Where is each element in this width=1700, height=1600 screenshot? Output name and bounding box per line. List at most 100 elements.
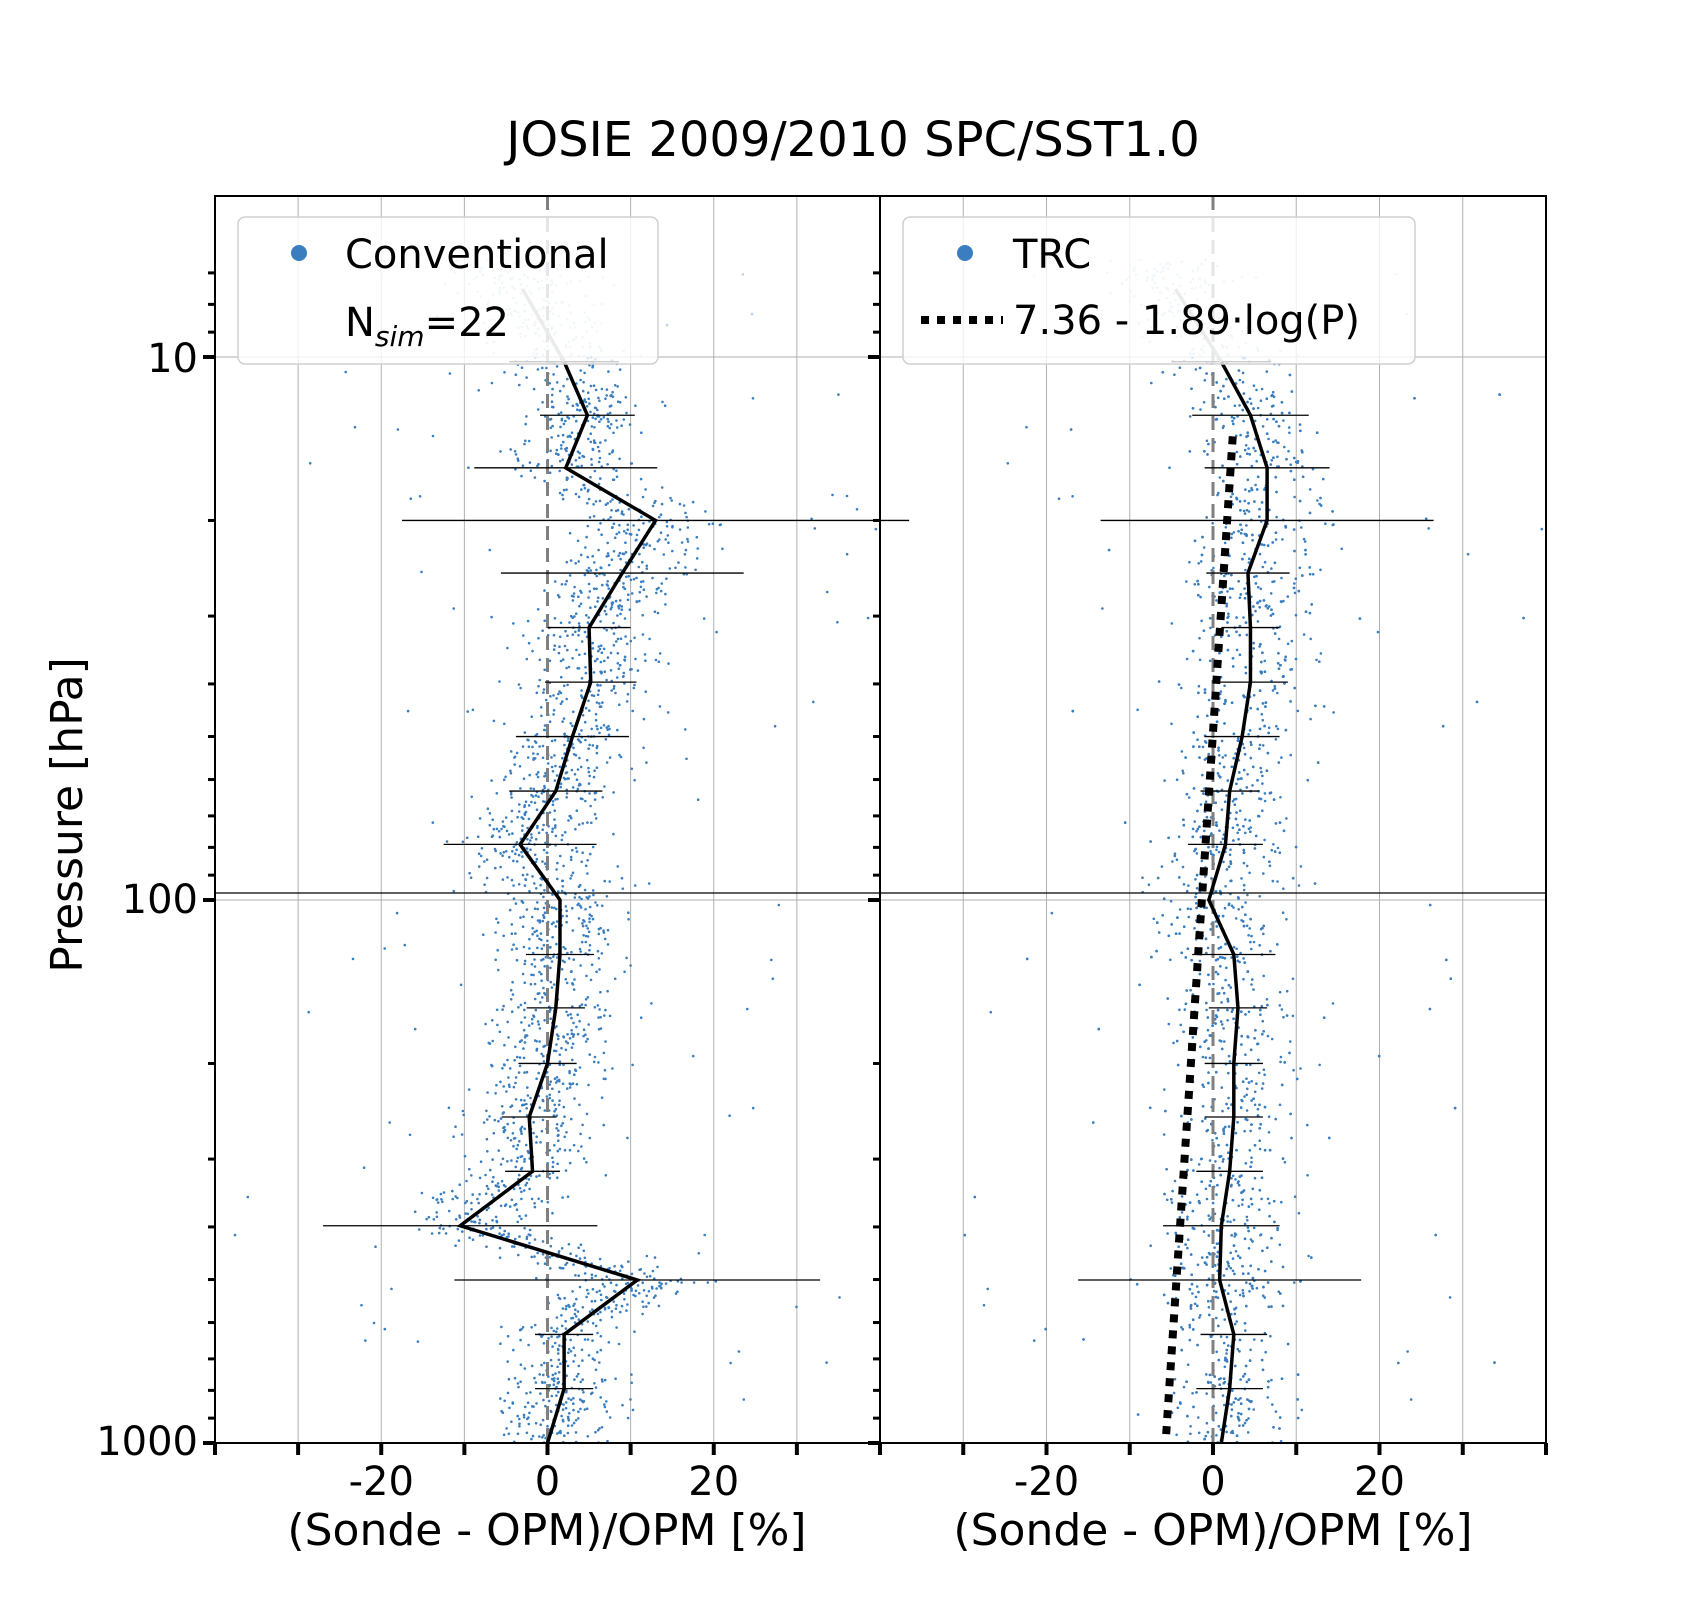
left-scatter-point <box>574 1308 577 1311</box>
left-scatter-point <box>577 1372 580 1376</box>
right-scatter-point <box>1222 1128 1225 1131</box>
right-scatter-point <box>1241 905 1244 909</box>
left-scatter-point <box>513 1237 517 1241</box>
left-scatter-point <box>825 590 829 594</box>
right-scatter-point <box>1288 373 1292 377</box>
right-scatter-point <box>1269 412 1273 416</box>
left-scatter-point <box>582 380 585 384</box>
left-scatter-point <box>593 426 596 429</box>
left-scatter-point <box>595 587 598 591</box>
left-scatter-point <box>541 860 544 863</box>
right-scatter-point <box>1299 429 1302 433</box>
left-scatter-point <box>589 606 592 609</box>
left-scatter-point <box>566 395 569 398</box>
left-scatter-point <box>500 1179 504 1183</box>
right-scatter-point <box>1252 1097 1255 1100</box>
right-scatter-point <box>1266 607 1270 610</box>
left-scatter-point <box>579 1407 582 1411</box>
right-scatter-point <box>1225 794 1228 797</box>
left-scatter-point <box>813 527 817 530</box>
left-scatter-point <box>564 1169 568 1172</box>
left-scatter-point <box>599 1396 602 1399</box>
left-scatter-point <box>659 589 663 593</box>
right-scatter-point <box>1278 1004 1282 1007</box>
right-scatter-point <box>1205 906 1208 910</box>
right-scatter-point <box>1221 1160 1225 1163</box>
left-scatter-point <box>501 1008 504 1011</box>
left-scatter-point <box>556 593 560 597</box>
right-scatter-point <box>1204 875 1207 878</box>
left-scatter-point <box>594 500 598 503</box>
right-scatter-point <box>1262 1030 1265 1033</box>
right-scatter-point <box>1186 947 1190 950</box>
left-scatter-point <box>636 669 640 672</box>
right-scatter-point <box>1256 779 1259 782</box>
right-scatter-point <box>1198 972 1202 976</box>
left-scatter-point <box>606 580 609 583</box>
right-scatter-point <box>1237 908 1240 911</box>
left-scatter-point <box>626 493 629 497</box>
right-scatter-point <box>1285 918 1288 921</box>
left-scatter-point <box>555 697 558 700</box>
left-scatter-point <box>581 822 585 825</box>
left-scatter-point <box>577 629 581 632</box>
left-scatter-point <box>529 848 532 851</box>
right-scatter-point <box>1241 1289 1245 1292</box>
right-scatter-point <box>1185 989 1188 992</box>
right-scatter-point <box>1218 1166 1221 1170</box>
right-scatter-point <box>1540 527 1544 531</box>
left-scatter-point <box>599 566 602 569</box>
right-scatter-point <box>1240 1203 1244 1206</box>
right-scatter-point <box>1246 434 1250 438</box>
right-scatter-point <box>1166 997 1169 1000</box>
right-scatter-point <box>1207 1214 1210 1217</box>
left-scatter-point <box>552 983 556 986</box>
left-scatter-point <box>609 423 613 426</box>
right-scatter-point <box>1227 1151 1230 1154</box>
left-scatter-point <box>470 1220 473 1223</box>
left-scatter-point <box>526 1401 530 1404</box>
left-scatter-point <box>536 919 540 922</box>
left-scatter-point <box>527 1416 530 1419</box>
right-scatter-point <box>1224 698 1227 702</box>
right-scatter-point <box>1173 1179 1177 1183</box>
left-scatter-point <box>522 1189 526 1192</box>
left-scatter-point <box>575 850 579 853</box>
right-scatter-point <box>1283 1061 1286 1064</box>
right-scatter-point <box>1274 738 1278 741</box>
left-scatter-point <box>586 859 589 862</box>
right-scatter-point <box>1182 771 1185 775</box>
right-scatter-point <box>1242 825 1245 828</box>
right-scatter-point <box>1239 951 1242 955</box>
left-scatter-point <box>536 934 539 938</box>
left-scatter-point <box>538 678 541 682</box>
left-scatter-point <box>520 1197 523 1201</box>
left-scatter-point <box>607 554 610 558</box>
right-scatter-point <box>1248 819 1251 822</box>
left-scatter-point <box>485 1227 488 1231</box>
left-scatter-point <box>479 1160 483 1163</box>
left-scatter-point <box>516 459 520 462</box>
left-scatter-point <box>614 691 617 695</box>
right-scatter-point <box>1163 779 1166 782</box>
left-scatter-point <box>603 1068 607 1072</box>
left-scatter-point <box>550 400 554 404</box>
left-scatter-point <box>506 1391 510 1395</box>
left-scatter-point <box>563 777 567 781</box>
right-scatter-point <box>1240 1010 1243 1013</box>
right-scatter-point <box>1223 541 1227 545</box>
left-scatter-point <box>565 560 569 564</box>
left-scatter-point <box>576 787 580 791</box>
left-scatter-point <box>555 868 558 871</box>
left-scatter-point <box>584 666 587 669</box>
right-scatter-point <box>1270 459 1274 462</box>
left-scatter-point <box>491 1019 494 1022</box>
right-scatter-point <box>1262 974 1265 978</box>
left-scatter-point <box>545 831 548 835</box>
left-scatter-point <box>575 1297 578 1301</box>
left-scatter-point <box>591 917 595 921</box>
left-scatter-point <box>559 621 563 625</box>
right-scatter-point <box>1186 1168 1189 1172</box>
right-scatter-point <box>1259 587 1263 591</box>
left-scatter-point <box>549 695 552 698</box>
